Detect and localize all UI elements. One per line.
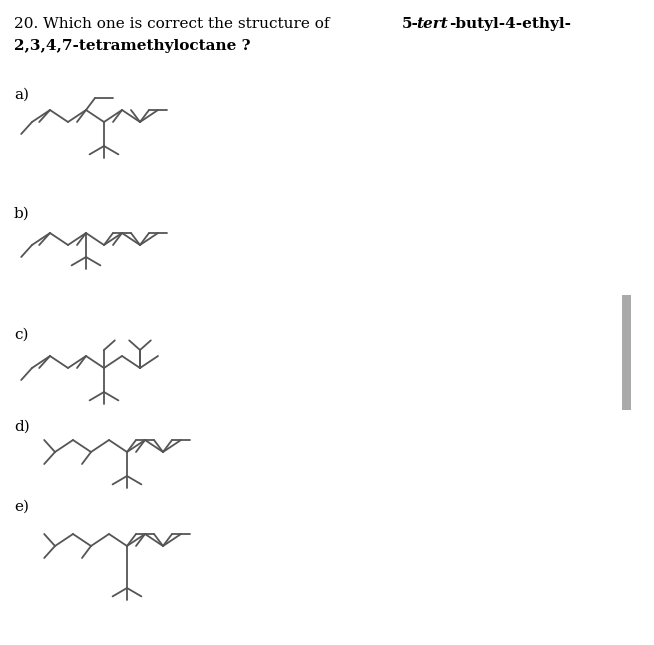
Text: b): b) (14, 207, 29, 221)
Text: -butyl-4-ethyl-: -butyl-4-ethyl- (449, 17, 571, 31)
Text: 20. Which one is correct the structure of: 20. Which one is correct the structure o… (14, 17, 334, 31)
Text: 5-: 5- (402, 17, 419, 31)
Bar (622, 295, 631, 410)
Text: c): c) (14, 328, 29, 342)
Text: e): e) (14, 500, 29, 514)
Text: d): d) (14, 420, 29, 434)
Text: 2,3,4,7-tetramethyloctane ?: 2,3,4,7-tetramethyloctane ? (14, 39, 250, 53)
Text: tert: tert (416, 17, 448, 31)
Text: a): a) (14, 88, 29, 102)
